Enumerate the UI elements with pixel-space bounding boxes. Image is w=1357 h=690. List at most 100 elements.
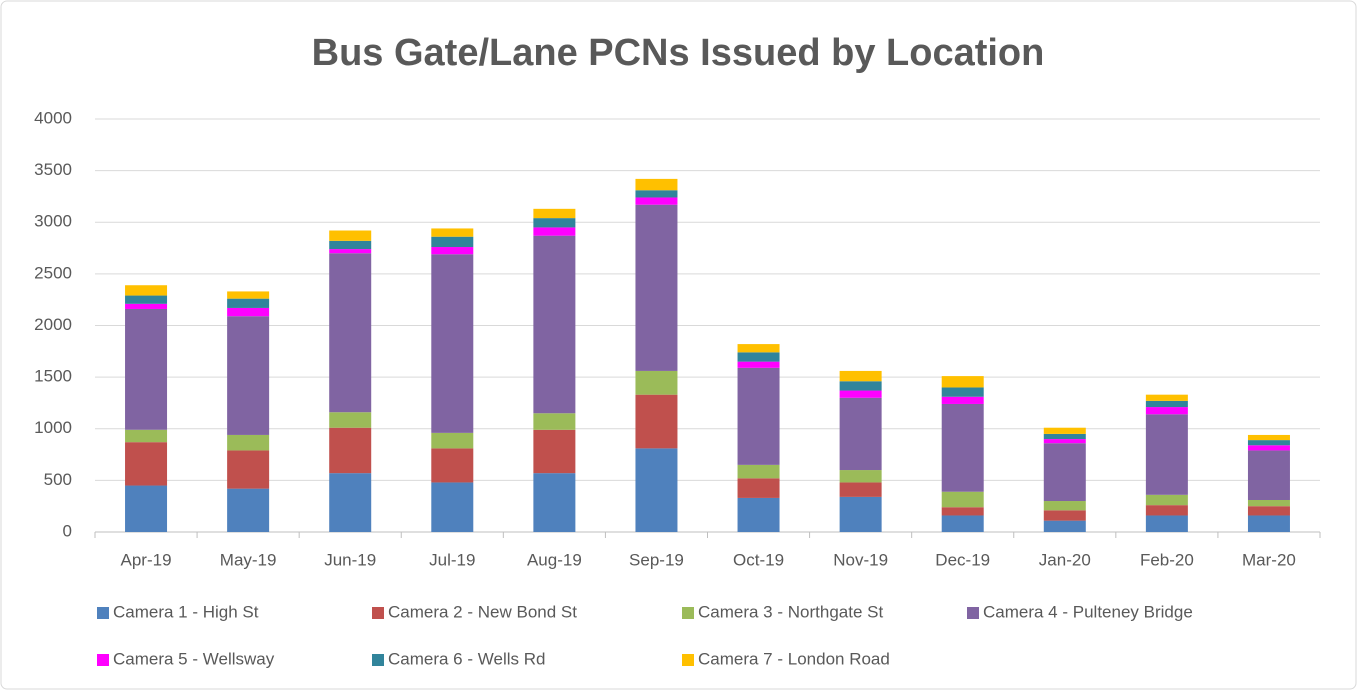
bar-segment	[431, 432, 474, 449]
x-tick-label: Sep-19	[629, 550, 684, 569]
bar-segment	[431, 448, 474, 483]
bar-segment	[431, 482, 474, 532]
bar-segment	[329, 240, 372, 250]
bar-segment	[839, 397, 882, 471]
legend-swatch	[682, 607, 694, 619]
bar-segment	[1145, 494, 1188, 506]
bar-segment	[1043, 443, 1086, 502]
bar-segment	[839, 381, 882, 391]
y-tick-label: 3000	[34, 212, 72, 231]
bar-segment	[125, 285, 168, 296]
y-tick-label: 3500	[34, 160, 72, 179]
y-tick-label: 2000	[34, 315, 72, 334]
x-tick-label: Mar-20	[1242, 550, 1296, 569]
bar-segment	[227, 298, 270, 308]
bar-segment	[1145, 515, 1188, 532]
bar-segment	[635, 448, 678, 532]
legend-label: Camera 1 - High St	[113, 602, 259, 621]
bar-segment	[1247, 499, 1290, 507]
bar-segment	[533, 227, 576, 236]
bar-segment	[635, 370, 678, 395]
y-tick-label: 2500	[34, 263, 72, 282]
bar-segment	[227, 450, 270, 489]
bar-segment	[533, 413, 576, 430]
bar-segment	[941, 396, 984, 404]
bar-segment	[533, 218, 576, 228]
bar-segment	[941, 376, 984, 388]
chart-title: Bus Gate/Lane PCNs Issued by Location	[312, 32, 1045, 74]
bar-segment	[125, 295, 168, 304]
legend-swatch	[967, 607, 979, 619]
legend-label: Camera 5 - Wellsway	[113, 649, 275, 668]
bar-segment	[941, 515, 984, 532]
x-tick-label: Feb-20	[1140, 550, 1194, 569]
y-tick-label: 1500	[34, 367, 72, 386]
x-tick-label: Dec-19	[935, 550, 990, 569]
bar-segment	[941, 387, 984, 397]
y-tick-label: 0	[63, 521, 72, 540]
bar-segment	[227, 307, 270, 317]
bar-segment	[1043, 510, 1086, 521]
bar-segment	[533, 235, 576, 414]
legend-swatch	[682, 654, 694, 666]
bar-segment	[533, 208, 576, 219]
bar-segment	[431, 247, 474, 255]
bar-segment	[329, 253, 372, 413]
bar-segment	[635, 190, 678, 198]
bar-segment	[431, 254, 474, 433]
bar-segment	[737, 464, 780, 479]
bar-segment	[941, 403, 984, 492]
bar-segment	[227, 434, 270, 451]
bar-segment	[635, 178, 678, 191]
legend-swatch	[97, 654, 109, 666]
legend-swatch	[372, 607, 384, 619]
bar-segment	[737, 361, 780, 368]
bar-segment	[839, 390, 882, 398]
bar-segment	[737, 367, 780, 465]
x-tick-label: Aug-19	[527, 550, 582, 569]
bar-segment	[737, 352, 780, 362]
bar-segment	[1145, 400, 1188, 408]
bar-segment	[1145, 505, 1188, 516]
bar-segment	[431, 228, 474, 237]
legend-label: Camera 4 - Pulteney Bridge	[983, 602, 1193, 621]
bar-segment	[635, 394, 678, 449]
legend-label: Camera 7 - London Road	[698, 649, 890, 668]
bar-segment	[839, 470, 882, 483]
bar-segment	[329, 427, 372, 474]
bar-segment	[329, 412, 372, 428]
bar-segment	[125, 485, 168, 532]
x-tick-label: May-19	[220, 550, 277, 569]
x-tick-label: Jan-20	[1039, 550, 1091, 569]
bar-segment	[737, 478, 780, 498]
bar-segment	[1043, 427, 1086, 434]
bar-segment	[941, 507, 984, 516]
bar-segment	[329, 473, 372, 532]
bar-segment	[125, 442, 168, 486]
bar-segment	[227, 488, 270, 532]
bar-segment	[1043, 501, 1086, 511]
x-tick-label: Nov-19	[833, 550, 888, 569]
bar-segment	[1247, 450, 1290, 500]
bar-segment	[227, 316, 270, 435]
x-tick-label: Oct-19	[733, 550, 784, 569]
bar-segment	[1247, 445, 1290, 451]
bar-segment	[329, 249, 372, 254]
bar-segment	[1145, 407, 1188, 415]
y-tick-label: 1000	[34, 418, 72, 437]
legend-swatch	[97, 607, 109, 619]
bar-segment	[1043, 520, 1086, 532]
bar-segment	[227, 291, 270, 299]
bar-segment	[635, 197, 678, 205]
bar-segment	[1247, 440, 1290, 446]
bar-segment	[1043, 439, 1086, 444]
bar-segment	[533, 473, 576, 532]
bar-segment	[839, 496, 882, 532]
bar-segment	[1145, 414, 1188, 495]
bar-segment	[1247, 506, 1290, 516]
bar-segment	[1145, 394, 1188, 401]
bar-segment	[533, 429, 576, 474]
x-tick-label: Jun-19	[324, 550, 376, 569]
